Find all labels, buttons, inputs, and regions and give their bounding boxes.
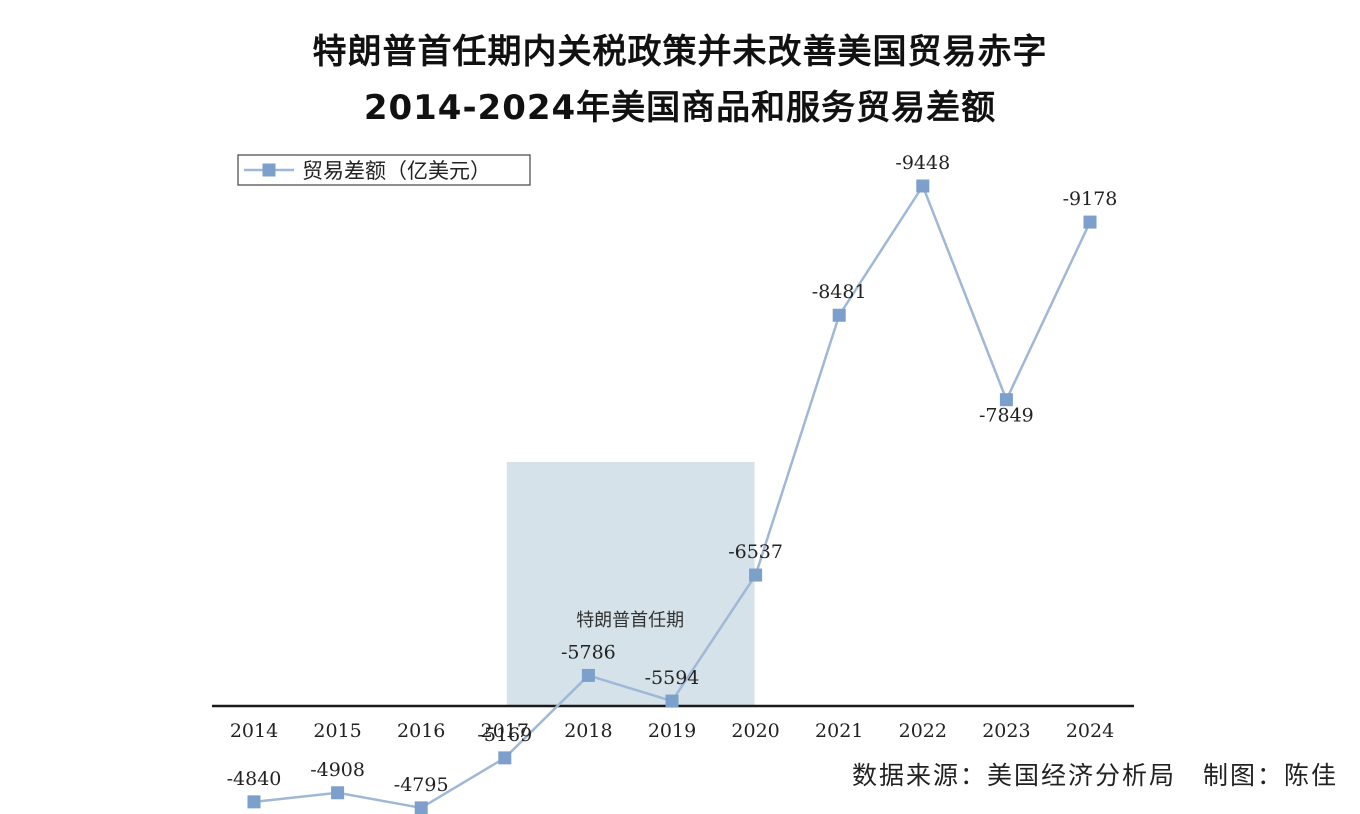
term-shaded-label: 特朗普首任期 [576,610,684,631]
data-label: -4908 [310,759,365,781]
data-label: -4840 [227,768,282,790]
x-tick-label: 2020 [731,720,779,742]
data-point-marker [749,568,763,582]
data-point-marker [331,786,345,800]
x-tick-label: 2016 [397,720,445,742]
x-tick-label: 2021 [815,720,863,742]
legend: 贸易差额（亿美元） [237,154,531,186]
x-tick-label: 2023 [982,720,1030,742]
data-label: -8481 [812,281,867,303]
data-label: -9448 [895,152,950,174]
chart-subtitle: 2014-2024年美国商品和服务贸易差额 [363,88,997,128]
data-point-marker [498,751,512,765]
marker-layer [247,179,1097,814]
x-tick-label: 2014 [230,720,278,742]
data-point-marker [832,308,846,322]
data-point-marker [247,795,261,809]
x-tick-label: 2015 [313,720,361,742]
data-label: -6537 [728,541,783,563]
data-label: -9178 [1063,188,1118,210]
data-label: -4795 [394,774,449,796]
x-tick-label: 2024 [1066,720,1114,742]
label-layer: -4840 -4908 -4795 -5169 -5786 -5594 -6537 -8481… [227,152,1118,796]
axis-layer: 2014 2015 2016 2017 2018 2019 2020 2021 2022 2023… [212,704,1134,742]
shade-layer: 特朗普首任期 [506,462,755,706]
data-point-marker [414,801,428,814]
data-point-marker [1083,215,1097,229]
legend-label: 贸易差额（亿美元） [302,159,491,183]
data-label: -5169 [477,724,532,746]
data-point-marker [665,694,679,708]
data-point-marker [581,668,595,682]
source-credit: 数据来源：美国经济分析局 制图：陈佳 [851,761,1338,790]
x-tick-label: 2017 [481,720,529,742]
x-tick-label: 2018 [564,720,612,742]
data-point-marker [999,393,1013,407]
legend-marker-swatch [262,163,276,177]
data-label: -7849 [979,405,1034,427]
term-shaded-region [506,462,755,706]
chart-title: 特朗普首任期内关税政策并未改善美国贸易赤字 [312,32,1048,72]
x-tick-label: 2019 [648,720,696,742]
data-label: -5786 [561,641,616,663]
data-point-marker [916,179,930,193]
data-label: -5594 [645,667,700,689]
x-tick-label: 2022 [899,720,947,742]
